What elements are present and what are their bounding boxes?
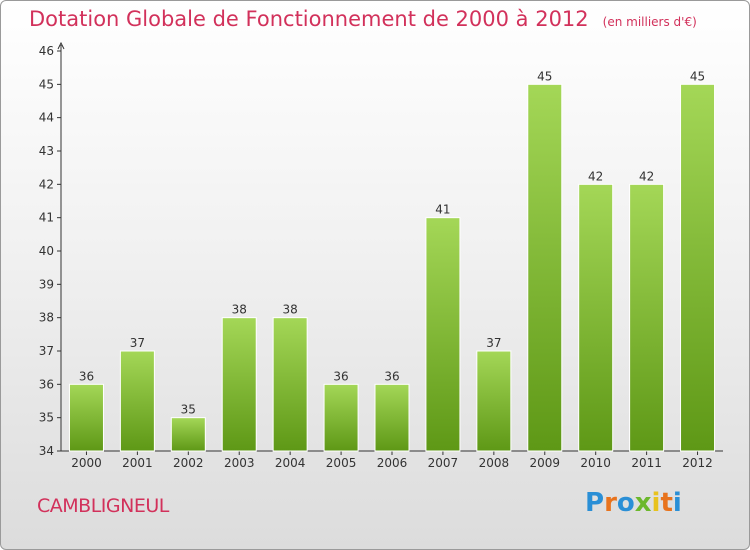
y-tick-label: 40 (39, 244, 54, 258)
chart-bars (68, 83, 716, 452)
bar-2006 (374, 383, 410, 452)
y-tick-label: 45 (39, 77, 54, 91)
x-tick-label-2003: 2003 (224, 456, 255, 470)
chart-axes: 34 35 36 37 38 39 40 41 42 43 44 45 46 2000 2001 2002 20… (39, 41, 723, 470)
value-label-2009: 45 (537, 69, 552, 83)
bar-2003 (221, 317, 257, 452)
y-tick-label: 41 (39, 211, 54, 225)
value-label-2006: 36 (384, 369, 399, 383)
x-tick-label-2012: 2012 (682, 456, 713, 470)
y-tick-label: 42 (39, 177, 54, 191)
bar-2010 (578, 183, 614, 452)
logo-letter: x (634, 488, 652, 518)
y-tick-label: 37 (39, 344, 54, 358)
value-label-2010: 42 (588, 169, 603, 183)
logo-letter: r (604, 488, 617, 518)
bar-2011 (629, 183, 665, 452)
bar-2012 (680, 83, 716, 452)
x-tick-label-2007: 2007 (428, 456, 459, 470)
chart-title: Dotation Globale de Fonctionnement de 20… (29, 7, 697, 31)
bar-2002 (170, 417, 206, 452)
x-tick-label-2001: 2001 (122, 456, 153, 470)
x-tick-label-2008: 2008 (479, 456, 510, 470)
y-tick-label: 44 (39, 111, 54, 125)
value-label-2000: 36 (79, 369, 94, 383)
y-tick-label: 34 (39, 444, 54, 458)
y-tick-label: 43 (39, 144, 54, 158)
logo-letter: t (660, 488, 673, 518)
value-label-2004: 38 (283, 303, 298, 317)
logo-letter: P (585, 488, 605, 518)
x-tick-label-2004: 2004 (275, 456, 306, 470)
x-tick-label-2002: 2002 (173, 456, 204, 470)
bar-2000 (68, 383, 104, 452)
y-tick-label: 35 (39, 411, 54, 425)
value-label-2012: 45 (690, 69, 705, 83)
value-label-2003: 38 (232, 303, 247, 317)
x-tick-label-2006: 2006 (377, 456, 408, 470)
bar-2001 (119, 350, 155, 452)
logo-letter: i (672, 488, 682, 518)
x-tick-label-2000: 2000 (71, 456, 102, 470)
bar-2004 (272, 317, 308, 452)
x-tick-label-2009: 2009 (529, 456, 560, 470)
x-tick-label-2010: 2010 (580, 456, 611, 470)
commune-name: CAMBLIGNEUL (37, 495, 169, 517)
bar-2005 (323, 383, 359, 452)
value-label-2008: 37 (486, 336, 501, 350)
title-text: Dotation Globale de Fonctionnement de 20… (29, 7, 589, 31)
bar-2007 (425, 217, 461, 452)
chart-value-labels: 36 37 35 38 38 36 36 41 37 45 42 42 45 (79, 69, 705, 416)
value-label-2011: 42 (639, 169, 654, 183)
y-tick-label: 46 (39, 44, 54, 58)
y-tick-label: 38 (39, 311, 54, 325)
value-label-2007: 41 (435, 203, 450, 217)
x-tick-label-2011: 2011 (631, 456, 662, 470)
y-axis-arrow (57, 41, 65, 50)
y-tick-label: 39 (39, 277, 54, 291)
bar-2008 (476, 350, 512, 452)
logo-letter: i (651, 488, 661, 518)
x-tick-label-2005: 2005 (326, 456, 357, 470)
unit-label: (en milliers d'€) (602, 15, 697, 29)
value-label-2002: 35 (181, 403, 196, 417)
bar-2009 (527, 83, 563, 452)
logo-letter: o (616, 488, 635, 518)
proxiti-logo: Proxiti (585, 488, 682, 518)
value-label-2005: 36 (333, 369, 348, 383)
y-tick-label: 36 (39, 377, 54, 391)
value-label-2001: 37 (130, 336, 145, 350)
